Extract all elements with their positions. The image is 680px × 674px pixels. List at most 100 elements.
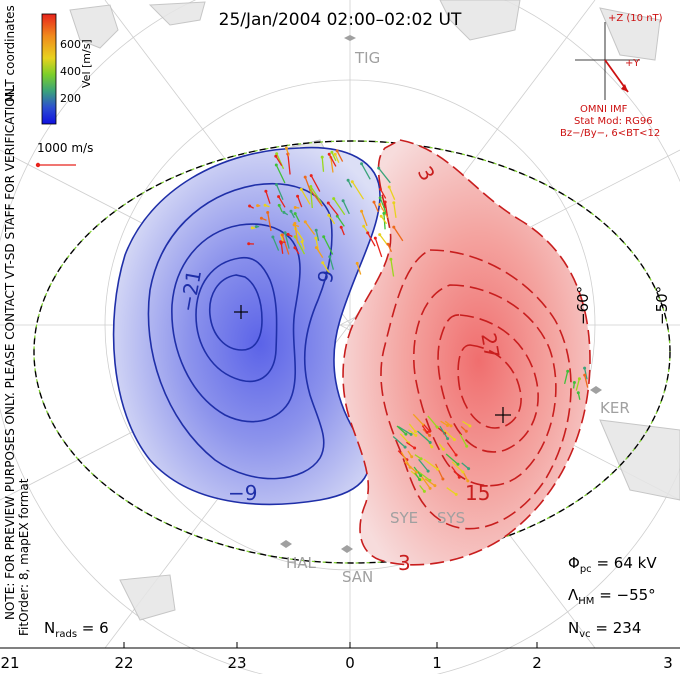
- velocity-vector-origin: [264, 189, 268, 193]
- velocity-vector-origin: [286, 232, 290, 236]
- velocity-vector: [408, 423, 417, 433]
- negative-contour-3: [171, 223, 301, 423]
- fit-order: FitOrder: 8, mapEX format: [17, 478, 31, 636]
- velocity-vector: [424, 478, 436, 487]
- velocity-vector: [315, 230, 320, 241]
- velocity-vector: [446, 487, 457, 495]
- velocity-vector-origin: [266, 211, 270, 214]
- velocity-vector: [379, 188, 387, 199]
- velocity-vector-origin: [409, 432, 413, 436]
- velocity-vector: [278, 196, 286, 208]
- velocity-vector-origin: [419, 457, 423, 461]
- velocity-vector-origin: [280, 233, 284, 237]
- positive-max-marker: [495, 407, 511, 423]
- velocity-vector-origin: [284, 146, 288, 150]
- velocity-vector: [334, 154, 340, 164]
- velocity-vector-origin: [408, 465, 412, 469]
- velocity-vector: [373, 201, 379, 213]
- velocity-vector-origin: [271, 235, 275, 239]
- velocity-vector: [380, 215, 388, 225]
- velocity-vector-origin: [314, 228, 318, 232]
- velocity-vector-origin: [454, 492, 458, 496]
- station-marker-san: [341, 545, 353, 553]
- negative-contour-5: [209, 274, 263, 351]
- velocity-vector: [287, 153, 291, 175]
- velocity-vector-origin: [333, 152, 337, 156]
- velocity-vector: [451, 466, 460, 478]
- velocity-vector-origin: [414, 470, 418, 474]
- velocity-vector-origin: [457, 475, 461, 479]
- velocity-vector-origin: [322, 235, 326, 239]
- velocity-vector: [397, 426, 412, 435]
- velocity-vector-origin: [309, 185, 313, 188]
- svg-text:400: 400: [60, 65, 81, 78]
- velocity-vector-origin: [449, 424, 453, 428]
- velocity-vector: [406, 441, 415, 449]
- velocity-vector: [378, 167, 391, 184]
- velocity-vector-origin: [274, 163, 278, 167]
- negative-contour-4: [195, 256, 278, 383]
- contour-label-neg9-center: −9: [228, 481, 257, 505]
- velocity-vector: [399, 433, 410, 444]
- coord-label: MLT coordinates: [3, 5, 17, 102]
- velocity-vector-origin: [341, 199, 345, 203]
- svg-text:Bz−/By−, 6<BT<12: Bz−/By−, 6<BT<12: [560, 128, 660, 139]
- velocity-vector: [267, 212, 272, 232]
- velocity-vector-origin: [466, 479, 470, 483]
- velocity-vector-origin: [335, 214, 339, 218]
- velocity-vector-origin: [293, 206, 297, 209]
- contour-label-27: 27: [476, 331, 504, 360]
- velocity-vector-origin: [436, 467, 440, 471]
- velocity-vector-origin: [452, 438, 456, 442]
- velocity-vector-origin: [392, 201, 396, 205]
- velocity-vector: [427, 415, 438, 428]
- velocity-vector: [417, 470, 431, 481]
- velocity-vector-origin: [577, 377, 581, 381]
- velocity-vector-origin: [426, 469, 430, 473]
- velocity-vector: [445, 453, 459, 465]
- velocity-vector: [281, 234, 290, 255]
- velocity-vector: [328, 153, 337, 167]
- velocity-vector-origin: [303, 220, 307, 224]
- velocity-vector-origin: [335, 149, 339, 153]
- svg-text:22: 22: [114, 654, 133, 672]
- velocity-vector: [342, 200, 350, 215]
- velocity-vector-origin: [441, 477, 445, 481]
- velocity-vector-origin: [299, 187, 303, 191]
- velocity-vector-origin: [583, 373, 587, 377]
- velocity-vector-origin: [254, 225, 258, 229]
- velocity-vector-origin: [289, 209, 293, 213]
- velocity-vector-origin: [425, 430, 429, 434]
- velocity-vector-origin: [277, 203, 281, 207]
- positive-contour-3: [412, 284, 557, 487]
- svg-text:+Z (10 nT): +Z (10 nT): [608, 13, 663, 24]
- velocity-vector: [583, 367, 588, 380]
- velocity-vector: [439, 425, 449, 439]
- velocity-vector: [304, 221, 316, 235]
- velocity-vector: [388, 186, 396, 201]
- stat-nrads: Nrads = 6: [44, 619, 109, 640]
- negative-cell-fill: [112, 146, 381, 506]
- velocity-vector: [275, 164, 286, 184]
- svg-text:1: 1: [432, 654, 442, 672]
- velocity-colorbar: [41, 13, 57, 125]
- velocity-vector-origin: [378, 233, 382, 237]
- preview-note: NOTE: FOR PREVIEW PURPOSES ONLY. PLEASE …: [3, 84, 17, 620]
- velocity-vector: [360, 211, 368, 227]
- velocity-vector: [400, 451, 411, 468]
- velocity-vector: [336, 215, 345, 227]
- velocity-vector-origin: [350, 180, 354, 184]
- velocity-vector-origin: [373, 236, 377, 240]
- velocity-vector-origin: [360, 162, 364, 166]
- velocity-vector-origin: [467, 467, 471, 471]
- velocity-vector-origin: [410, 455, 414, 459]
- svg-text:+Y: +Y: [625, 58, 640, 69]
- velocity-vector-origin: [446, 424, 449, 427]
- velocity-vector-origin: [572, 381, 576, 384]
- velocity-vector: [384, 201, 388, 216]
- velocity-vector: [300, 189, 311, 205]
- velocity-vector: [367, 232, 376, 247]
- velocity-vector-origin: [422, 489, 426, 493]
- velocity-vector: [418, 458, 429, 472]
- contour-label-9: 9: [313, 268, 339, 285]
